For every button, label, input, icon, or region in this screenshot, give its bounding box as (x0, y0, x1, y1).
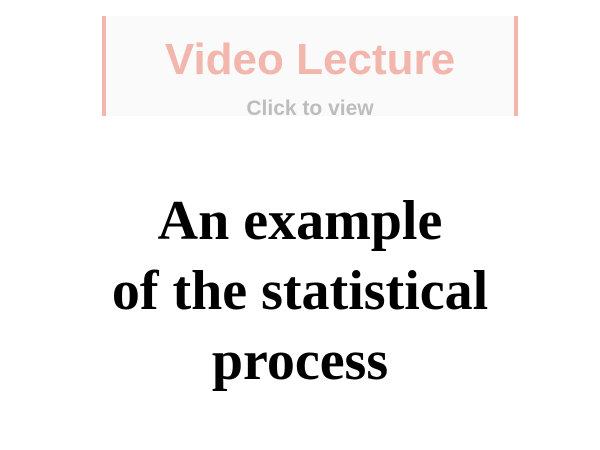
click-to-view-label: Click to view (246, 97, 374, 120)
slide-title-line: process (211, 330, 389, 392)
slide-title: An example of the statistical process (0, 186, 600, 396)
video-lecture-title: Video Lecture (164, 35, 456, 84)
slide-title-line: An example (157, 190, 443, 252)
slide-title-line: of the statistical (111, 260, 489, 322)
video-lecture-link[interactable]: Video Lecture Click to view (102, 16, 518, 120)
